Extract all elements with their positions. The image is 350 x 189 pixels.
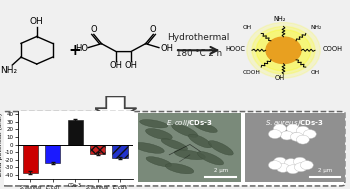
FancyBboxPatch shape [2, 112, 345, 186]
Text: OH: OH [124, 61, 138, 70]
Text: OH: OH [110, 61, 123, 70]
Text: $\it{E. coli}$/CDs-3: $\it{E. coli}$/CDs-3 [167, 118, 213, 128]
Circle shape [286, 124, 299, 133]
Y-axis label: Zeta potential (a.u.): Zeta potential (a.u.) [0, 113, 3, 176]
Circle shape [266, 37, 301, 64]
Text: NH₂: NH₂ [273, 16, 286, 22]
Circle shape [286, 165, 299, 174]
Circle shape [285, 159, 297, 168]
Ellipse shape [174, 150, 205, 160]
Text: OH: OH [242, 25, 251, 29]
Text: 2 μm: 2 μm [318, 168, 332, 173]
Text: 180 °C 2 h: 180 °C 2 h [176, 49, 222, 58]
Circle shape [296, 135, 309, 144]
Circle shape [273, 124, 286, 133]
Text: OH: OH [160, 44, 173, 53]
Text: $\it{S. aureus}$/CDs-3: $\it{S. aureus}$/CDs-3 [265, 118, 324, 128]
Ellipse shape [172, 124, 198, 137]
Circle shape [296, 126, 309, 135]
Text: O: O [150, 25, 156, 34]
Circle shape [276, 163, 289, 172]
Circle shape [256, 30, 311, 71]
Ellipse shape [189, 134, 212, 148]
Circle shape [247, 22, 320, 78]
Text: O: O [91, 25, 97, 34]
Circle shape [290, 132, 303, 141]
Text: OH: OH [274, 75, 284, 81]
Circle shape [280, 131, 293, 140]
Ellipse shape [133, 143, 164, 153]
Text: NH₂: NH₂ [311, 25, 322, 29]
Bar [45, 145, 61, 163]
Ellipse shape [194, 122, 217, 133]
Polygon shape [94, 96, 136, 121]
Text: +: + [69, 43, 82, 58]
Ellipse shape [146, 157, 172, 167]
Text: Hydrothermal: Hydrothermal [168, 33, 230, 42]
Bar [23, 145, 38, 173]
Circle shape [293, 157, 306, 166]
Ellipse shape [165, 163, 194, 174]
Circle shape [268, 161, 281, 170]
Ellipse shape [209, 141, 233, 155]
Circle shape [303, 130, 316, 139]
Ellipse shape [161, 139, 188, 150]
Text: OH: OH [30, 17, 44, 26]
Text: OH: OH [311, 70, 320, 74]
Text: 2 μm: 2 μm [214, 168, 228, 173]
Text: HO: HO [75, 44, 88, 53]
Circle shape [273, 157, 286, 166]
Text: COOH: COOH [242, 70, 260, 74]
Bar [90, 145, 105, 154]
Ellipse shape [146, 129, 172, 140]
Circle shape [300, 161, 313, 170]
Text: HOOC: HOOC [226, 46, 246, 52]
Circle shape [268, 130, 281, 139]
Bar [68, 120, 83, 145]
Text: COOH: COOH [323, 46, 343, 52]
Text: NH₂: NH₂ [0, 66, 17, 75]
Circle shape [252, 26, 315, 74]
Ellipse shape [197, 152, 224, 165]
Ellipse shape [140, 120, 168, 128]
Circle shape [294, 163, 307, 172]
Bar [112, 145, 128, 158]
